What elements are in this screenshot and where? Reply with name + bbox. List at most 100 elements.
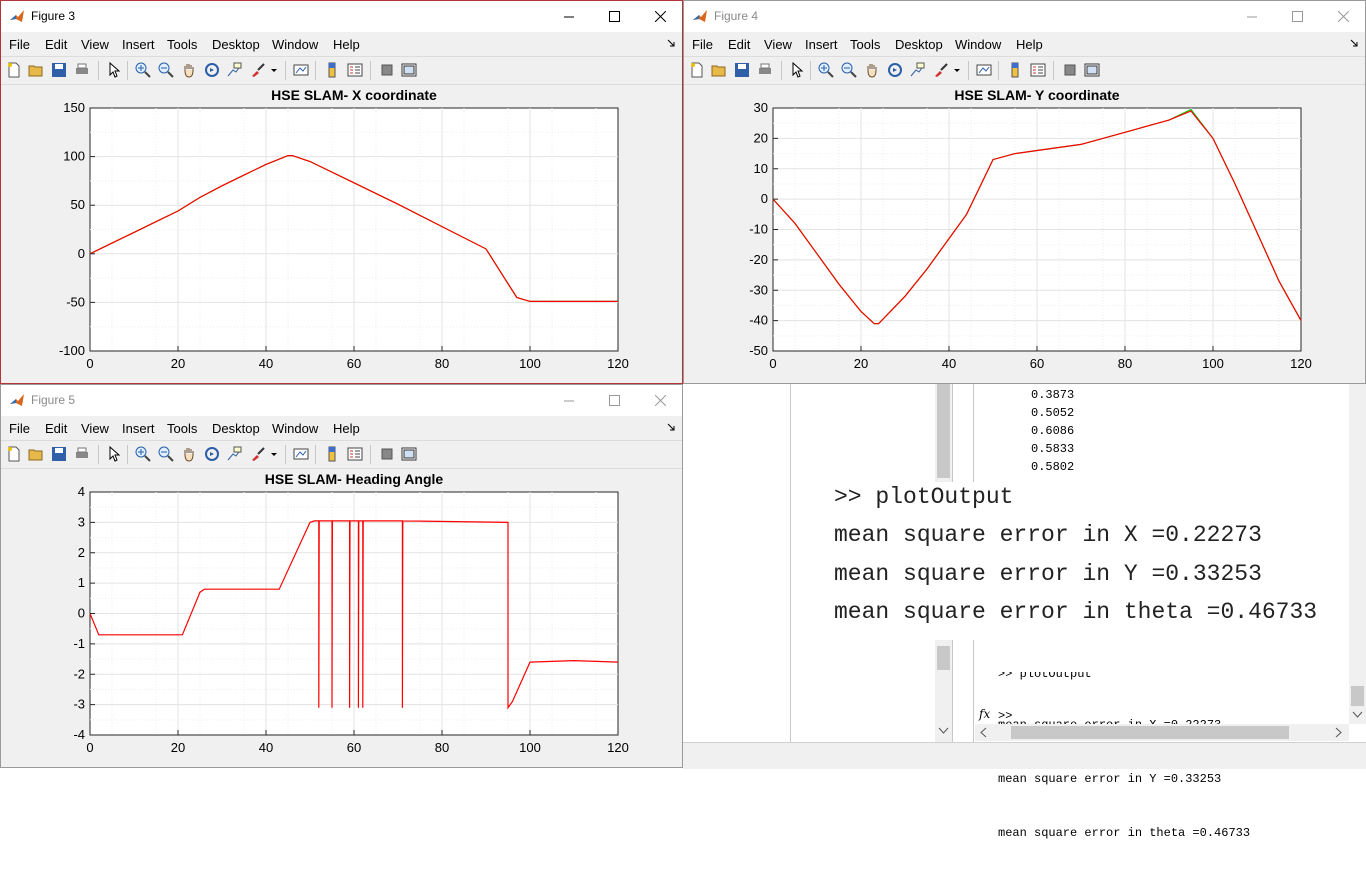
title-bar[interactable]: Figure 3 xyxy=(1,1,682,32)
menu-window[interactable]: Window xyxy=(272,421,319,436)
menu-desktop[interactable]: Desktop xyxy=(895,37,943,52)
hide-plot-tools-icon[interactable] xyxy=(379,446,395,462)
scroll-down-arrow-icon[interactable] xyxy=(1352,710,1363,720)
menu-view[interactable]: View xyxy=(764,37,792,52)
brush-dropdown-icon[interactable] xyxy=(952,62,962,78)
data-cursor-icon[interactable] xyxy=(227,62,243,78)
menu-file[interactable]: File xyxy=(9,421,30,436)
print-icon[interactable] xyxy=(757,62,773,78)
menu-edit[interactable]: Edit xyxy=(728,37,751,52)
insert-colorbar-icon[interactable] xyxy=(1007,62,1023,78)
print-icon[interactable] xyxy=(74,62,90,78)
brush-dropdown-icon[interactable] xyxy=(269,62,279,78)
zoom-out-icon[interactable] xyxy=(158,62,174,78)
menu-tools[interactable]: Tools xyxy=(167,37,198,52)
zoom-in-icon[interactable] xyxy=(818,62,834,78)
link-plot-icon[interactable] xyxy=(293,62,309,78)
right-scrollbar[interactable] xyxy=(1349,384,1366,724)
save-icon[interactable] xyxy=(51,62,67,78)
menu-edit[interactable]: Edit xyxy=(45,421,68,436)
close-button[interactable] xyxy=(1320,1,1365,32)
scroll-thumb[interactable] xyxy=(937,384,950,478)
show-plot-tools-icon[interactable] xyxy=(401,62,417,78)
close-button[interactable] xyxy=(637,1,682,32)
menu-insert[interactable]: Insert xyxy=(122,421,155,436)
menu-view[interactable]: View xyxy=(81,421,109,436)
link-plot-icon[interactable] xyxy=(976,62,992,78)
menu-desktop[interactable]: Desktop xyxy=(212,421,260,436)
horizontal-scrollbar[interactable] xyxy=(975,724,1349,741)
menu-help[interactable]: Help xyxy=(333,421,360,436)
pointer-icon[interactable] xyxy=(106,62,122,78)
scroll-thumb[interactable] xyxy=(1351,686,1364,706)
brush-icon[interactable] xyxy=(933,62,949,78)
brush-icon[interactable] xyxy=(250,62,266,78)
brush-icon[interactable] xyxy=(250,446,266,462)
command-prompt[interactable]: >> xyxy=(998,709,1013,723)
plot-area[interactable]: HSE SLAM- X coordinate 0 20 40 60 80 100 120 15… xyxy=(1,84,682,383)
menu-tools[interactable]: Tools xyxy=(850,37,881,52)
pan-hand-icon[interactable] xyxy=(181,62,197,78)
pan-hand-icon[interactable] xyxy=(864,62,880,78)
new-figure-icon[interactable] xyxy=(6,62,22,78)
rotate-3d-icon[interactable] xyxy=(204,446,220,462)
save-icon[interactable] xyxy=(51,446,67,462)
minimize-button[interactable] xyxy=(546,385,592,416)
menu-insert[interactable]: Insert xyxy=(805,37,838,52)
hide-plot-tools-icon[interactable] xyxy=(1062,62,1078,78)
new-figure-icon[interactable] xyxy=(689,62,705,78)
menu-edit[interactable]: Edit xyxy=(45,37,68,52)
menu-help[interactable]: Help xyxy=(1016,37,1043,52)
menu-desktop[interactable]: Desktop xyxy=(212,37,260,52)
zoom-in-icon[interactable] xyxy=(135,62,151,78)
menu-insert[interactable]: Insert xyxy=(122,37,155,52)
data-cursor-icon[interactable] xyxy=(910,62,926,78)
rotate-3d-icon[interactable] xyxy=(887,62,903,78)
open-file-icon[interactable] xyxy=(28,446,44,462)
menu-window[interactable]: Window xyxy=(272,37,319,52)
save-icon[interactable] xyxy=(734,62,750,78)
insert-legend-icon[interactable] xyxy=(347,446,363,462)
fx-icon[interactable]: fx xyxy=(979,707,991,721)
minimize-button[interactable] xyxy=(1229,1,1275,32)
maximize-button[interactable] xyxy=(591,385,637,416)
hide-plot-tools-icon[interactable] xyxy=(379,62,395,78)
menu-tools[interactable]: Tools xyxy=(167,421,198,436)
link-plot-icon[interactable] xyxy=(293,446,309,462)
close-button[interactable] xyxy=(637,385,682,416)
pointer-icon[interactable] xyxy=(106,446,122,462)
data-cursor-icon[interactable] xyxy=(227,446,243,462)
zoom-in-icon[interactable] xyxy=(135,446,151,462)
dock-arrow-icon[interactable] xyxy=(666,422,676,432)
scroll-down-arrow-icon[interactable] xyxy=(938,726,949,736)
scroll-thumb[interactable] xyxy=(937,646,950,670)
menu-file[interactable]: File xyxy=(9,37,30,52)
new-figure-icon[interactable] xyxy=(6,446,22,462)
scroll-left-arrow-icon[interactable] xyxy=(979,727,989,738)
maximize-button[interactable] xyxy=(1274,1,1320,32)
show-plot-tools-icon[interactable] xyxy=(1084,62,1100,78)
dock-arrow-icon[interactable] xyxy=(1349,38,1359,48)
minimize-button[interactable] xyxy=(546,1,592,32)
brush-dropdown-icon[interactable] xyxy=(269,446,279,462)
menu-help[interactable]: Help xyxy=(333,37,360,52)
zoom-out-icon[interactable] xyxy=(841,62,857,78)
menu-file[interactable]: File xyxy=(692,37,713,52)
zoom-out-icon[interactable] xyxy=(158,446,174,462)
scroll-thumb[interactable] xyxy=(1011,726,1289,739)
insert-colorbar-icon[interactable] xyxy=(324,62,340,78)
menu-view[interactable]: View xyxy=(81,37,109,52)
print-icon[interactable] xyxy=(74,446,90,462)
insert-legend-icon[interactable] xyxy=(1030,62,1046,78)
rotate-3d-icon[interactable] xyxy=(204,62,220,78)
plot-area[interactable]: HSE SLAM- Heading Angle 0 20 40 60 80 100 120 4… xyxy=(1,468,682,767)
dock-arrow-icon[interactable] xyxy=(666,38,676,48)
title-bar[interactable]: Figure 5 xyxy=(1,385,682,416)
menu-window[interactable]: Window xyxy=(955,37,1002,52)
maximize-button[interactable] xyxy=(591,1,637,32)
insert-legend-icon[interactable] xyxy=(347,62,363,78)
pointer-icon[interactable] xyxy=(789,62,805,78)
plot-area[interactable]: HSE SLAM- Y coordinate 0 20 40 60 80 100 120 30… xyxy=(684,84,1365,383)
show-plot-tools-icon[interactable] xyxy=(401,446,417,462)
open-file-icon[interactable] xyxy=(711,62,727,78)
